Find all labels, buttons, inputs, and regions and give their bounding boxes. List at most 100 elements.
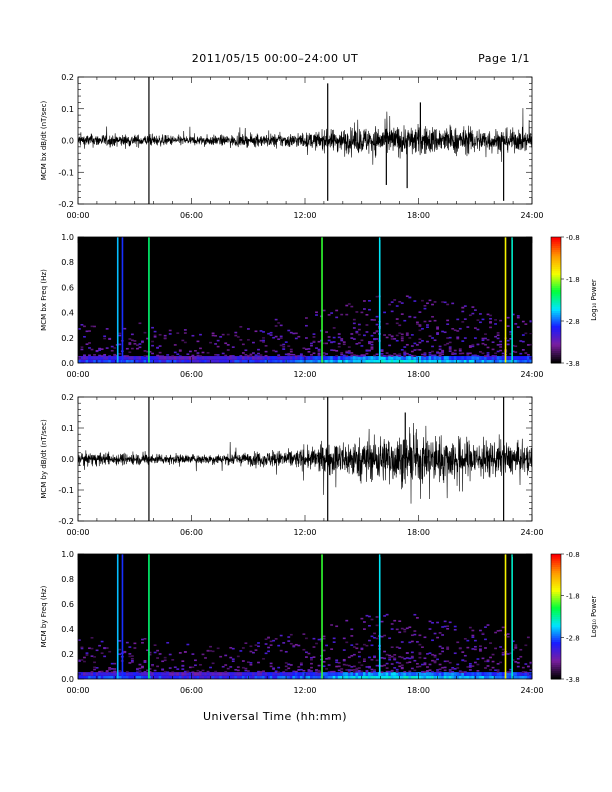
heatmap-cell bbox=[80, 659, 84, 661]
heatmap-cell bbox=[466, 354, 470, 356]
heatmap-cell bbox=[421, 672, 424, 676]
heatmap-cell bbox=[375, 637, 379, 640]
heatmap-cell bbox=[415, 662, 419, 665]
heatmap-cell bbox=[375, 323, 379, 326]
heatmap-cell bbox=[234, 331, 238, 334]
heatmap-cell bbox=[272, 356, 276, 360]
heatmap-cell bbox=[373, 655, 376, 658]
heatmap-cell bbox=[456, 318, 460, 321]
heatmap-cell bbox=[241, 359, 245, 363]
heatmap-cell bbox=[443, 675, 447, 679]
heatmap-cell bbox=[443, 301, 447, 304]
heatmap-cell bbox=[509, 353, 513, 355]
colorbar-label: Log₁₀ Power bbox=[590, 596, 598, 638]
heatmap-cell bbox=[418, 359, 422, 363]
heatmap-cell bbox=[438, 345, 442, 348]
heatmap-cell bbox=[322, 649, 326, 652]
heatmap-cell bbox=[423, 355, 427, 358]
heatmap-cell bbox=[113, 670, 117, 673]
heatmap-cell bbox=[446, 646, 450, 649]
heatmap-cell bbox=[438, 653, 442, 655]
heatmap-cell bbox=[322, 661, 326, 663]
heatmap-cell bbox=[433, 356, 437, 360]
heatmap-cell bbox=[463, 359, 467, 363]
colorbar-segment bbox=[551, 664, 561, 667]
heatmap-cell bbox=[287, 329, 291, 332]
y-tick-label: -0.2 bbox=[58, 517, 74, 526]
heatmap-cell bbox=[125, 359, 129, 363]
heatmap-cell bbox=[143, 672, 147, 676]
page-number: Page 1/1 bbox=[478, 52, 530, 65]
colorbar-segment bbox=[551, 647, 561, 651]
heatmap-cell bbox=[259, 356, 263, 360]
heatmap-cell bbox=[267, 672, 270, 676]
heatmap-cell bbox=[292, 675, 296, 679]
heatmap-cell bbox=[385, 670, 389, 673]
heatmap-cell bbox=[380, 355, 384, 357]
heatmap-cell bbox=[494, 669, 497, 672]
heatmap-cell bbox=[88, 356, 91, 360]
heatmap-cell bbox=[421, 340, 424, 342]
heatmap-cell bbox=[342, 359, 346, 363]
heatmap-cell bbox=[186, 359, 190, 363]
heatmap-cell bbox=[368, 349, 371, 352]
colorbar-segment bbox=[551, 564, 561, 567]
colorbar-segment bbox=[551, 645, 561, 649]
heatmap-cell bbox=[108, 356, 112, 360]
heatmap-cell bbox=[199, 356, 202, 360]
heatmap-cell bbox=[352, 653, 356, 656]
heatmap-cell bbox=[279, 344, 283, 347]
heatmap-cell bbox=[431, 337, 434, 339]
colorbar-segment bbox=[551, 302, 561, 305]
heatmap-cell bbox=[352, 672, 356, 676]
heatmap-cell bbox=[330, 349, 334, 351]
heatmap-cell bbox=[224, 359, 228, 363]
heatmap-cell bbox=[405, 675, 409, 679]
heatmap-cell bbox=[428, 620, 432, 623]
heatmap-cell bbox=[368, 656, 371, 659]
heatmap-cell bbox=[491, 355, 495, 357]
heatmap-cell bbox=[282, 348, 286, 350]
heatmap-cell bbox=[335, 661, 339, 664]
heatmap-cell bbox=[380, 356, 384, 360]
colorbar-segment bbox=[551, 360, 561, 364]
heatmap-cell bbox=[413, 659, 417, 662]
heatmap-cell bbox=[451, 359, 455, 363]
heatmap-cell bbox=[496, 334, 500, 337]
heatmap-cell bbox=[292, 644, 296, 647]
heatmap-cell bbox=[506, 672, 510, 676]
heatmap-cell bbox=[395, 628, 399, 631]
heatmap-cell bbox=[206, 359, 210, 363]
heatmap-cell bbox=[491, 356, 495, 360]
heatmap-cell bbox=[325, 675, 328, 679]
heatmap-cell bbox=[352, 671, 356, 673]
heatmap-cell bbox=[405, 352, 409, 355]
heatmap-cell bbox=[461, 675, 465, 679]
heatmap-cell bbox=[481, 632, 485, 635]
heatmap-cell bbox=[241, 343, 245, 346]
heatmap-cell bbox=[83, 656, 86, 659]
bright-line-mark bbox=[321, 554, 323, 679]
heatmap-cell bbox=[468, 672, 472, 676]
heatmap-cell bbox=[98, 359, 101, 363]
heatmap-cell bbox=[133, 672, 137, 676]
heatmap-cell bbox=[110, 672, 114, 676]
heatmap-cell bbox=[254, 354, 258, 356]
heatmap-cell bbox=[363, 334, 366, 337]
heatmap-cell bbox=[168, 333, 172, 335]
heatmap-cell bbox=[305, 672, 308, 676]
heatmap-cell bbox=[458, 356, 462, 360]
heatmap-cell bbox=[231, 647, 235, 650]
heatmap-cell bbox=[486, 660, 490, 663]
heatmap-cell bbox=[171, 672, 175, 676]
heatmap-cell bbox=[138, 671, 142, 673]
heatmap-cell bbox=[519, 340, 523, 342]
heatmap-cell bbox=[521, 334, 525, 336]
heatmap-cell bbox=[136, 671, 139, 674]
heatmap-cell bbox=[423, 657, 427, 660]
heatmap-cell bbox=[448, 672, 452, 676]
heatmap-cell bbox=[431, 359, 434, 363]
heatmap-cell bbox=[130, 661, 134, 663]
heatmap-cell bbox=[398, 620, 402, 622]
